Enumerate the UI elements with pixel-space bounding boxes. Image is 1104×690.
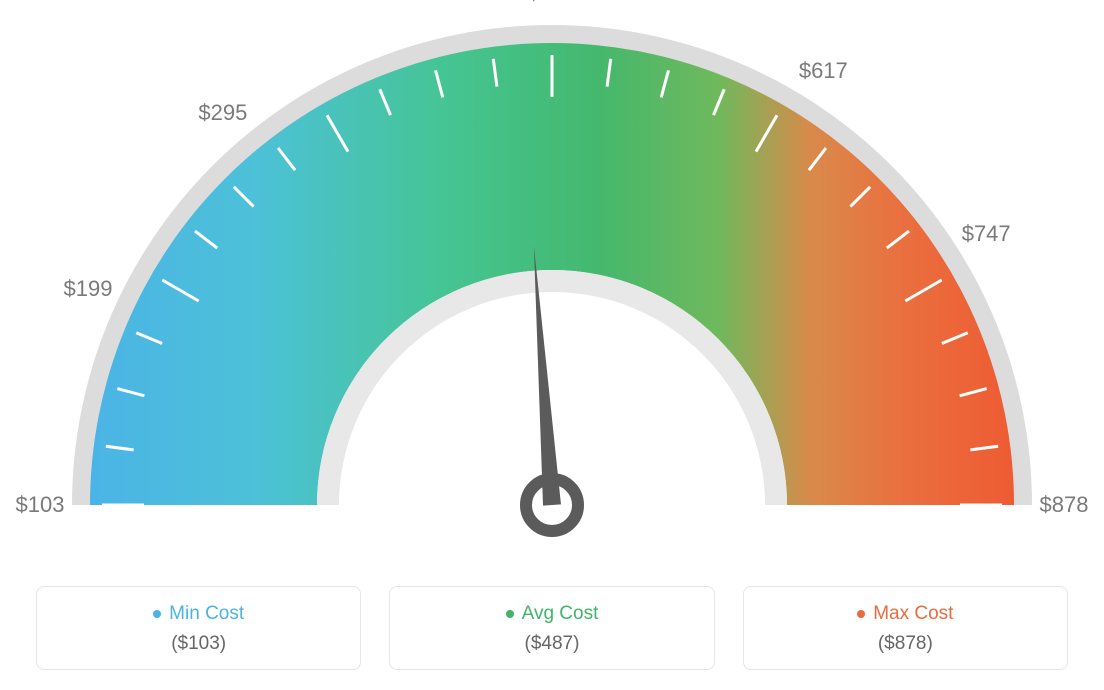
legend-value-avg: ($487) xyxy=(400,633,703,655)
legend-card-avg: Avg Cost ($487) xyxy=(389,586,714,670)
legend-value-min: ($103) xyxy=(47,633,350,655)
gauge-tick-label: $487 xyxy=(528,0,577,6)
gauge-tick-label: $617 xyxy=(799,58,848,84)
dot-icon-min xyxy=(153,610,161,618)
gauge-tick-label: $878 xyxy=(1040,492,1089,518)
gauge-tick-label: $103 xyxy=(16,492,65,518)
legend-title-avg: Avg Cost xyxy=(506,603,599,625)
legend-title-max-text: Max Cost xyxy=(873,603,953,625)
legend-title-avg-text: Avg Cost xyxy=(522,603,599,625)
gauge-tick-label: $199 xyxy=(63,276,112,302)
gauge-svg xyxy=(0,0,1104,560)
legend-row: Min Cost ($103) Avg Cost ($487) Max Cost… xyxy=(36,586,1068,670)
legend-value-max: ($878) xyxy=(754,633,1057,655)
dot-icon-max xyxy=(857,610,865,618)
legend-card-max: Max Cost ($878) xyxy=(743,586,1068,670)
legend-title-max: Max Cost xyxy=(857,603,953,625)
gauge-tick-label: $295 xyxy=(198,100,247,126)
gauge-chart-container: Min Cost ($103) Avg Cost ($487) Max Cost… xyxy=(0,0,1104,690)
legend-title-min: Min Cost xyxy=(153,603,244,625)
gauge-tick-label: $747 xyxy=(962,221,1011,247)
dot-icon-avg xyxy=(506,610,514,618)
legend-card-min: Min Cost ($103) xyxy=(36,586,361,670)
legend-title-min-text: Min Cost xyxy=(169,603,244,625)
